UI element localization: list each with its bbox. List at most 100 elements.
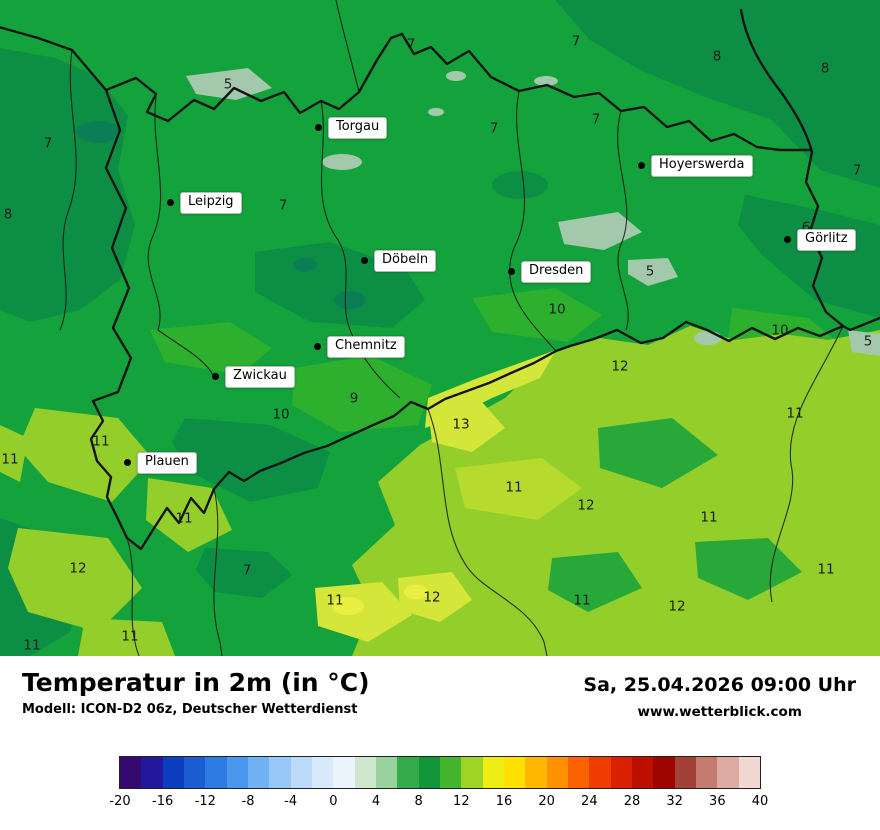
temperature-value-label: 9 [349, 390, 359, 407]
color-scale-segment [631, 757, 654, 788]
temperature-value-label: 7 [489, 120, 499, 137]
color-scale-segment [141, 757, 163, 788]
city-dot-icon [361, 257, 368, 265]
temperature-value-label: 8 [820, 60, 830, 77]
city-dot-icon [638, 162, 645, 170]
page-title: Temperatur in 2m (in °C) [22, 668, 370, 697]
city-label: Zwickau [225, 366, 295, 388]
temperature-value-label: 7 [852, 162, 862, 179]
color-scale-tick: 20 [538, 794, 555, 809]
map-warm-regions [0, 326, 880, 656]
color-scale-segment [354, 757, 376, 788]
color-scale-segment [397, 757, 419, 788]
color-scale-segment [290, 757, 312, 788]
city-dot-icon [314, 343, 321, 351]
color-scale-segment [226, 757, 248, 788]
temperature-value-label: 11 [817, 561, 835, 578]
temperature-value-label: 6 [801, 219, 811, 236]
color-scale-segment [589, 757, 611, 788]
color-scale-bar [119, 756, 761, 789]
color-scale-tick-labels: -20 -16 -12 -8 -4 0 4 8 12 16 20 24 28 32 36 40 [109, 794, 768, 812]
temperature-value-label: 7 [406, 36, 416, 53]
color-scale-segment [525, 757, 547, 788]
color-scale-segment [311, 757, 334, 788]
color-scale-tick: -8 [241, 794, 255, 809]
color-scale-segment [567, 757, 590, 788]
city-dot-icon [508, 268, 515, 276]
color-scale-segment [738, 757, 760, 788]
temperature-value-label: 7 [242, 562, 252, 579]
color-scale-tick: -20 [109, 794, 131, 809]
color-scale-segment [269, 757, 291, 788]
color-scale-segment [653, 757, 675, 788]
temperature-value-label: 10 [548, 301, 566, 318]
color-scale-tick: 4 [371, 794, 381, 809]
color-scale-segment [247, 757, 270, 788]
temperature-value-label: 11 [175, 510, 193, 527]
city-marker-plauen: Plauen [124, 452, 197, 474]
temperature-value-label: 7 [571, 33, 581, 50]
color-scale-segment [610, 757, 632, 788]
city-label: Leipzig [180, 192, 242, 214]
color-scale-segment [546, 757, 568, 788]
city-dot-icon [212, 373, 219, 381]
color-scale-tick: 28 [623, 794, 641, 809]
city-label: Görlitz [797, 229, 856, 251]
city-label: Hoyerswerda [651, 155, 753, 177]
city-marker-leipzig: Leipzig [167, 192, 242, 214]
city-label: Döbeln [374, 250, 437, 272]
footer: Temperatur in 2m (in °C) Modell: ICON-D2… [0, 656, 880, 830]
city-marker-zwickau: Zwickau [212, 366, 295, 388]
color-scale-tick: 12 [453, 794, 470, 809]
website-url: www.wetterblick.com [637, 704, 802, 720]
color-scale-segment [120, 757, 142, 788]
temperature-value-label: 11 [326, 592, 344, 609]
color-scale-segment [439, 757, 462, 788]
city-marker-grlitz: Görlitz [784, 229, 856, 251]
temperature-value-label: 5 [223, 76, 233, 93]
color-scale-segment [482, 757, 504, 788]
city-marker-dresden: Dresden [508, 261, 592, 283]
color-scale-segment [183, 757, 206, 788]
color-scale-segment [162, 757, 184, 788]
color-scale-segment [333, 757, 355, 788]
color-scale-segment [375, 757, 398, 788]
color-scale-tick: 8 [414, 794, 423, 809]
city-label: Chemnitz [327, 336, 405, 358]
temperature-value-label: 13 [452, 416, 470, 433]
temperature-value-label: 12 [423, 589, 441, 606]
temperature-value-label: 11 [786, 405, 804, 422]
temperature-value-label: 8 [712, 48, 722, 65]
city-marker-torgau: Torgau [315, 117, 388, 139]
map-cool-spots [186, 68, 880, 356]
footer-header-row: Temperatur in 2m (in °C) Modell: ICON-D2… [0, 656, 880, 720]
color-scale-segment [717, 757, 739, 788]
city-label: Plauen [137, 452, 197, 474]
color-scale-tick: 16 [495, 794, 513, 809]
color-scale-tick: 36 [709, 794, 726, 809]
temperature-value-label: 11 [23, 637, 41, 654]
city-label: Torgau [328, 117, 388, 139]
color-scale-segment [674, 757, 696, 788]
temperature-value-label: 11 [505, 479, 523, 496]
city-dot-icon [124, 459, 131, 467]
state-borders [0, 8, 880, 551]
color-scale-tick: -4 [284, 794, 298, 809]
temperature-value-label: 10 [771, 322, 789, 339]
map-graphic [0, 0, 880, 656]
temperature-value-label: 7 [278, 197, 288, 214]
temperature-value-label: 12 [668, 598, 686, 615]
color-scale-tick: 40 [751, 794, 769, 809]
temperature-value-label: 11 [121, 628, 139, 645]
city-marker-chemnitz: Chemnitz [314, 336, 405, 358]
temperature-value-label: 10 [272, 406, 290, 423]
temperature-value-label: 7 [43, 135, 53, 152]
temperature-value-label: 7 [591, 111, 601, 128]
city-marker-hoyerswerda: Hoyerswerda [638, 155, 753, 177]
city-marker-dbeln: Döbeln [361, 250, 437, 272]
temperature-value-label: 5 [645, 263, 655, 280]
color-scale-segment [418, 757, 440, 788]
model-info: Modell: ICON-D2 06z, Deutscher Wetterdie… [22, 702, 358, 717]
city-dot-icon [784, 236, 791, 244]
